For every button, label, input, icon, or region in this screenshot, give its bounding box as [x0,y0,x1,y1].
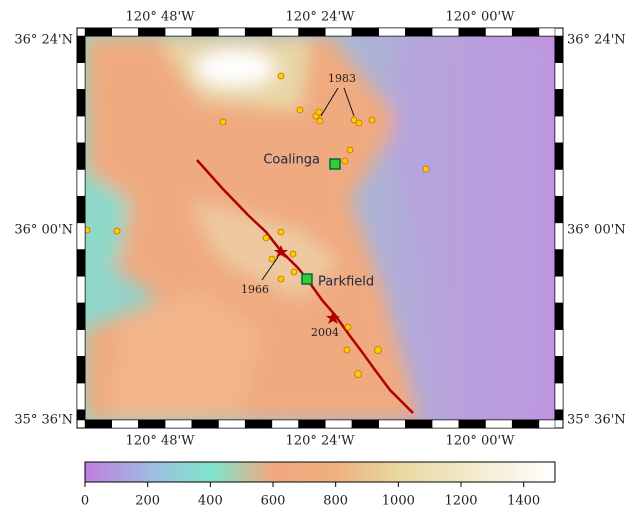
frame-segment [555,223,563,250]
terrain: Coalinga Parkfield 1983 1966 2004 [84,36,555,420]
map-figure: Coalinga Parkfield 1983 1966 2004 120° 4… [0,0,630,511]
lon-label: 120° 00'W [446,434,516,449]
frame-segment [77,143,85,170]
colorbar [85,462,555,482]
frame-segment [77,89,85,116]
frame-segment [555,116,563,143]
frame-segment [77,196,85,223]
frame-segment [77,223,85,250]
frame-segment [459,420,486,428]
frame-segment [555,303,563,330]
frame-segment [512,420,539,428]
frame-segment [512,28,539,36]
frame-segment [486,420,513,428]
frame-segment [555,356,563,383]
town-marker [330,159,340,169]
frame-segment [539,420,555,428]
colorbar-tick-label: 1000 [382,494,415,509]
frame-segment [555,63,563,90]
frame-segment [219,28,246,36]
lat-label: 35° 36'N [14,413,73,428]
frame-segment [77,356,85,383]
frame-segment [112,28,139,36]
frame-segment [432,28,459,36]
lat-label: 35° 36'N [567,413,626,428]
frame-segment [555,143,563,170]
frame-segment [555,276,563,303]
colorbar-tick-label: 800 [323,494,348,509]
colorbar-tick-label: 0 [81,494,89,509]
lon-label: 120° 48'W [126,434,196,449]
frame-segment [77,276,85,303]
lat-label: 36° 24'N [14,33,73,48]
lon-label: 120° 48'W [126,10,196,25]
frame-segment [192,28,219,36]
frame-segment [555,383,563,410]
frame-segment [272,28,299,36]
frame-segment [555,250,563,277]
lat-label: 36° 00'N [14,223,73,238]
frame-segment [459,28,486,36]
town-marker [302,274,312,284]
frame-segment [77,303,85,330]
lat-label: 36° 00'N [567,223,626,238]
lat-label: 36° 24'N [567,33,626,48]
frame-segment [486,28,513,36]
colorbar-tick-label: 400 [198,494,223,509]
frame-segment [219,420,246,428]
event-label: 1983 [328,72,356,85]
place-label: Coalinga [263,153,320,168]
frame-segment [77,170,85,197]
colorbar-tick-label: 200 [135,494,160,509]
frame-segment [165,420,192,428]
frame-segment [555,36,563,63]
frame-segment [85,420,112,428]
frame-segment [299,420,326,428]
frame-segment [555,170,563,197]
frame-segment [77,250,85,277]
frame-segment [405,28,432,36]
frame-segment [555,89,563,116]
lon-label: 120° 00'W [446,10,516,25]
place-label: Parkfield [318,275,374,290]
frame-segment [77,383,85,410]
frame-segment [379,420,406,428]
lon-label: 120° 24'W [286,10,356,25]
frame-segment [192,420,219,428]
frame-segment [77,63,85,90]
event-label: 2004 [311,326,339,339]
frame-segment [352,28,379,36]
frame-segment [77,410,85,420]
frame-segment [325,420,352,428]
frame-segment [77,330,85,357]
frame-segment [555,410,563,420]
frame-segment [379,28,406,36]
frame-segment [112,420,139,428]
colorbar-tick-label: 1200 [444,494,477,509]
frame-segment [77,36,85,63]
colorbar-tick-label: 600 [261,494,286,509]
frame-segment [405,420,432,428]
frame-segment [138,28,165,36]
frame-segment [165,28,192,36]
frame-segment [299,28,326,36]
frame-segment [85,28,112,36]
frame-segment [352,420,379,428]
frame-segment [245,420,272,428]
frame-segment [539,28,555,36]
event-label: 1966 [241,283,269,296]
frame-segment [138,420,165,428]
frame-segment [77,116,85,143]
lon-label: 120° 24'W [286,434,356,449]
frame-segment [325,28,352,36]
frame-segment [272,420,299,428]
colorbar-tick-label: 1400 [507,494,540,509]
colorbar-ticks: 0 200 400 600 800 1000 1200 1400 [81,482,540,509]
frame-segment [432,420,459,428]
frame-segment [245,28,272,36]
frame-segment [555,196,563,223]
frame-segment [555,330,563,357]
